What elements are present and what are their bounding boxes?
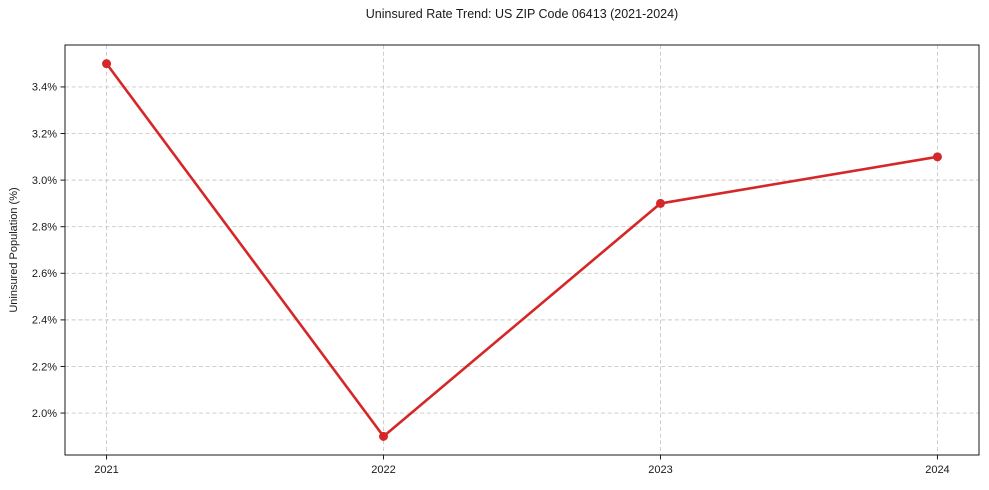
data-point-marker — [379, 431, 389, 441]
y-tick-label: 3.0% — [32, 175, 57, 187]
x-tick-label: 2023 — [648, 464, 672, 476]
plot-frame — [64, 44, 980, 456]
data-point-marker — [655, 198, 665, 208]
x-tick-label: 2024 — [925, 464, 949, 476]
x-tick-label: 2022 — [371, 464, 395, 476]
x-tick-label: 2021 — [94, 464, 118, 476]
y-tick-label: 2.2% — [32, 361, 57, 373]
trend-line — [105, 62, 939, 438]
y-tick-label: 2.4% — [32, 315, 57, 327]
y-tick-label: 3.4% — [32, 82, 57, 94]
y-tick-label: 2.8% — [32, 222, 57, 234]
y-tick-label: 2.0% — [32, 408, 57, 420]
y-tick-label: 3.2% — [32, 128, 57, 140]
data-point-marker — [932, 152, 942, 162]
y-tick-label: 2.6% — [32, 268, 57, 280]
data-point-marker — [102, 59, 112, 69]
chart-title: Uninsured Rate Trend: US ZIP Code 06413 … — [365, 7, 679, 21]
